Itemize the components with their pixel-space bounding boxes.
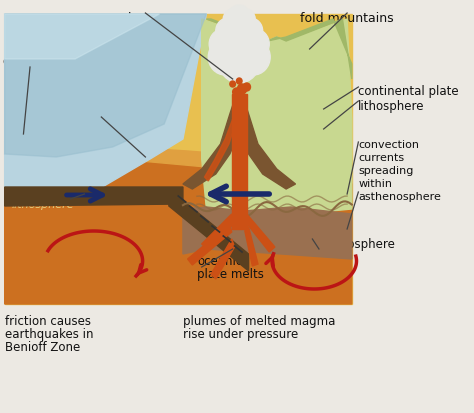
Polygon shape: [202, 20, 352, 214]
Polygon shape: [245, 228, 258, 266]
Circle shape: [237, 40, 270, 76]
Polygon shape: [183, 207, 352, 259]
Circle shape: [238, 19, 263, 45]
Text: convection: convection: [358, 140, 419, 150]
Text: spreading: spreading: [358, 166, 414, 176]
Text: friction causes: friction causes: [5, 314, 91, 327]
Polygon shape: [202, 214, 234, 249]
Circle shape: [219, 40, 260, 84]
Circle shape: [209, 30, 237, 60]
Text: lithosphere: lithosphere: [11, 199, 74, 209]
Text: deep ocean: deep ocean: [55, 110, 119, 120]
Circle shape: [228, 38, 250, 62]
Polygon shape: [5, 15, 159, 60]
Polygon shape: [5, 15, 206, 158]
Polygon shape: [204, 120, 237, 182]
Circle shape: [237, 85, 247, 95]
Polygon shape: [169, 190, 248, 271]
Text: trench: trench: [55, 122, 91, 132]
Text: plumes of melted magma: plumes of melted magma: [183, 314, 335, 327]
Text: oceanic: oceanic: [197, 254, 242, 267]
Polygon shape: [5, 142, 352, 185]
Circle shape: [225, 13, 253, 43]
Text: within: within: [358, 178, 392, 189]
Circle shape: [216, 19, 240, 45]
Polygon shape: [211, 240, 235, 279]
Circle shape: [222, 24, 256, 60]
Polygon shape: [5, 15, 206, 192]
Circle shape: [230, 28, 248, 48]
Circle shape: [223, 10, 242, 30]
Circle shape: [208, 40, 242, 76]
Bar: [5, 15, 352, 304]
Bar: [232, 95, 247, 230]
Circle shape: [241, 30, 269, 60]
Text: lithosphere: lithosphere: [358, 100, 425, 113]
Text: plate: plate: [3, 68, 33, 81]
Polygon shape: [5, 154, 352, 304]
Circle shape: [230, 82, 236, 88]
Circle shape: [233, 89, 240, 97]
Circle shape: [237, 10, 255, 30]
Text: oceanic: oceanic: [3, 55, 48, 68]
Circle shape: [237, 79, 242, 85]
Circle shape: [239, 42, 258, 62]
Circle shape: [243, 84, 250, 92]
Text: earthquakes in: earthquakes in: [5, 327, 93, 340]
Circle shape: [228, 6, 250, 30]
Polygon shape: [206, 20, 352, 80]
Text: Benioff Zone: Benioff Zone: [5, 340, 80, 353]
Text: fold mountains: fold mountains: [301, 12, 394, 25]
Text: plate melts: plate melts: [197, 267, 264, 280]
Circle shape: [220, 42, 239, 62]
Text: asthenosphere: asthenosphere: [308, 237, 396, 250]
Text: currents: currents: [358, 153, 404, 163]
Polygon shape: [245, 214, 275, 252]
Polygon shape: [183, 95, 295, 190]
Text: asthenosphere: asthenosphere: [358, 192, 441, 202]
Text: continental plate: continental plate: [358, 85, 459, 98]
Polygon shape: [5, 188, 183, 206]
Text: volcanoes: volcanoes: [114, 12, 177, 25]
Polygon shape: [188, 224, 232, 266]
Text: rise under pressure: rise under pressure: [183, 327, 298, 340]
